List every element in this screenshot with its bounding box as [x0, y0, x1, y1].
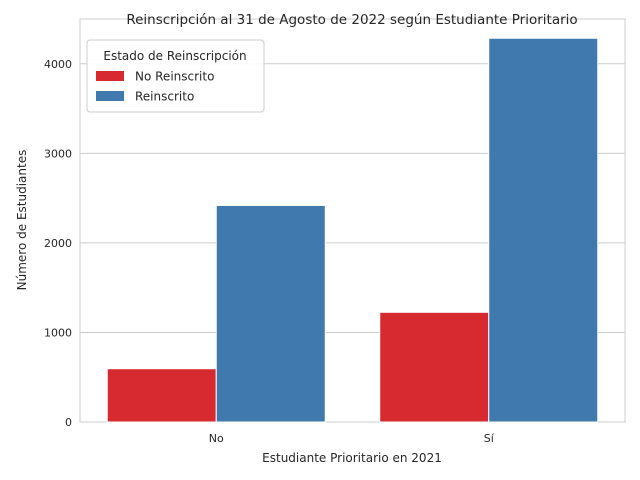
x-tick-label: Sí — [484, 432, 495, 445]
y-tick-labels: 0 1000 2000 3000 4000 — [44, 58, 72, 429]
legend-label: No Reinscrito — [135, 70, 214, 84]
bar-reinscrito-2 — [488, 37, 599, 423]
y-tick-label: 0 — [65, 416, 72, 429]
bar-reinscrito-1 — [215, 204, 326, 423]
legend-items: No Reinscrito Reinscrito — [96, 70, 214, 104]
x-tick-label: No — [209, 432, 224, 445]
legend-swatch — [96, 91, 124, 101]
bar-no-reinscrito-2 — [379, 311, 490, 423]
legend-title: Estado de Reinscripción — [103, 49, 246, 63]
legend-label: Reinscrito — [135, 90, 194, 104]
x-tick-labels: No Sí — [209, 432, 495, 445]
y-tick-label: 1000 — [44, 326, 72, 339]
legend: Estado de Reinscripción No Reinscrito Rei… — [86, 39, 265, 113]
y-tick-label: 3000 — [44, 147, 72, 160]
legend-box — [86, 39, 265, 113]
bar-no-reinscrito-1 — [106, 368, 217, 423]
chart-title: Reinscripción al 31 de Agosto de 2022 se… — [126, 12, 577, 28]
y-axis-label: Número de Estudiantes — [15, 150, 29, 291]
legend-swatch — [96, 71, 124, 81]
y-tick-label: 2000 — [44, 237, 72, 250]
bars — [106, 37, 599, 423]
x-axis-label: Estudiante Prioritario en 2021 — [262, 451, 442, 465]
y-tick-label: 4000 — [44, 58, 72, 71]
